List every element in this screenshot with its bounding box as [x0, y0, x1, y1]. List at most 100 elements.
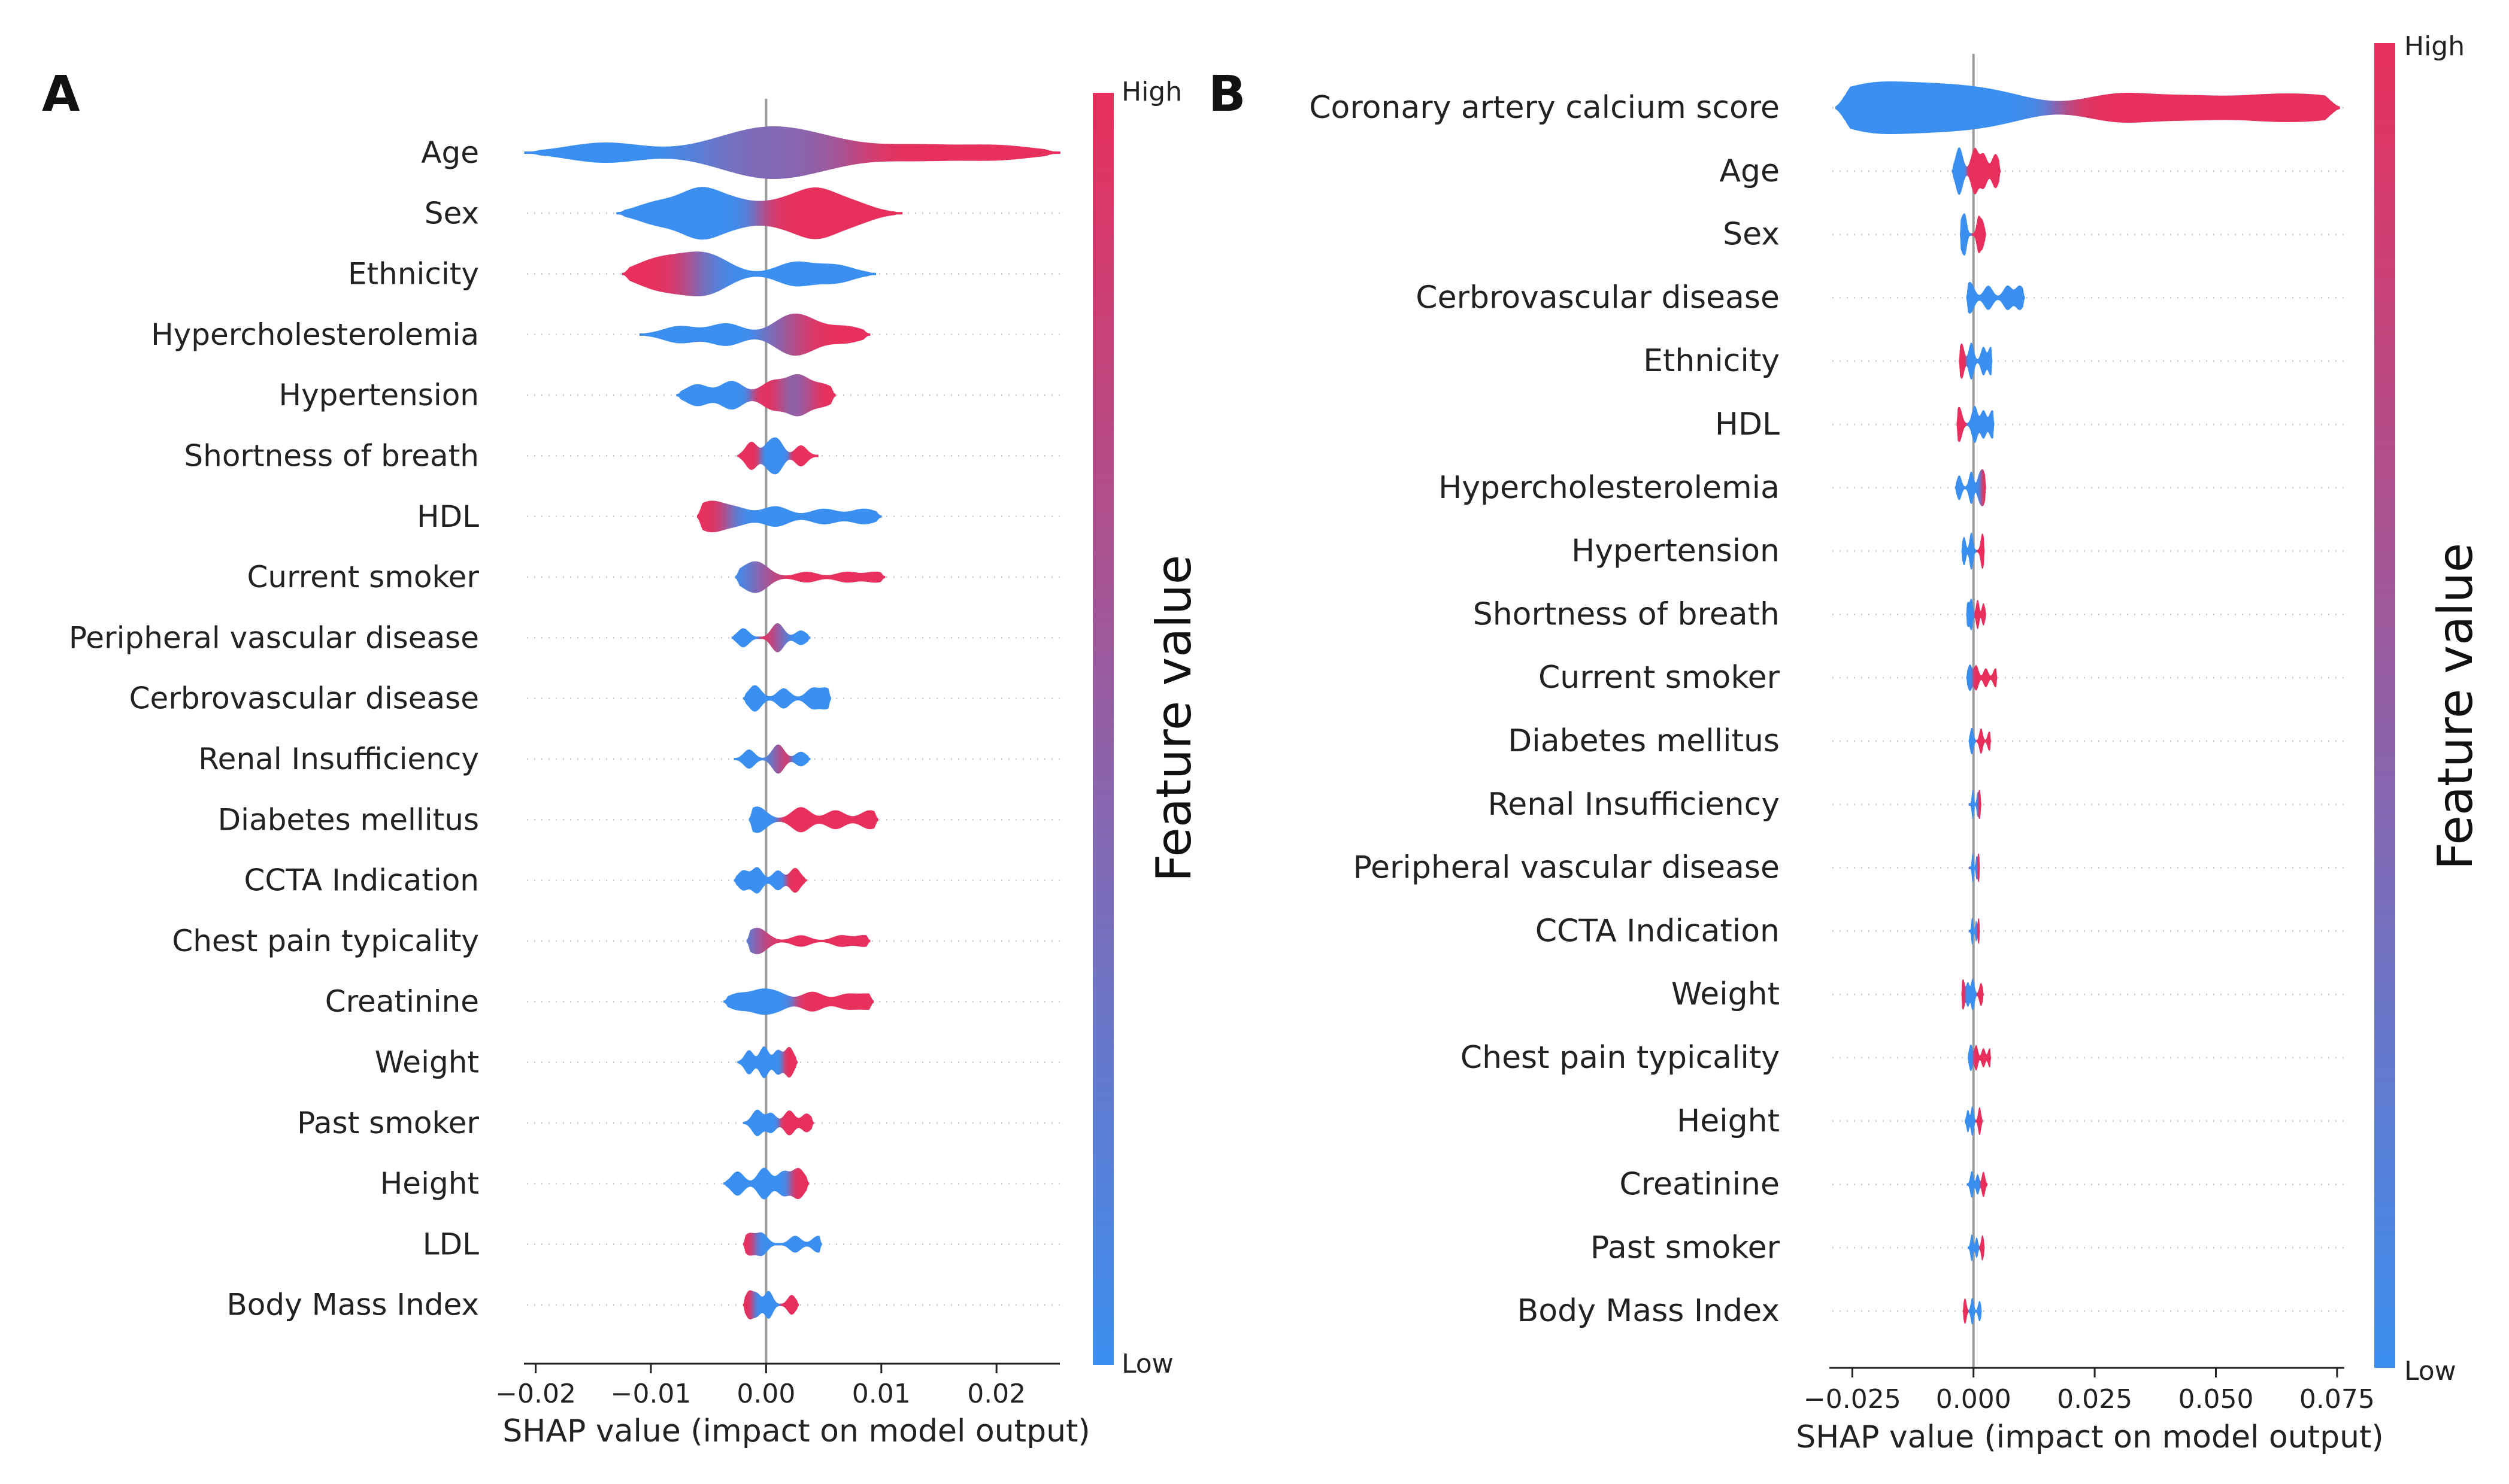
panel-a: A AgeSexEthnicityHypercholesterolemiaHyp… [42, 66, 1202, 1449]
violin-slice [1940, 83, 1944, 132]
violin-slice [838, 325, 841, 344]
violin-slice [677, 326, 680, 344]
violin-slice [708, 326, 711, 344]
violin-slice [698, 187, 701, 240]
violin-slice [777, 126, 781, 179]
violin-slice [863, 329, 866, 340]
violin-slice [853, 268, 856, 280]
panel-a-x-axis: −0.02 −0.01 0.00 0.01 0.02 [495, 1362, 1060, 1409]
violin-slice [868, 142, 873, 163]
violin-slice [723, 134, 728, 171]
violin-slice [790, 262, 793, 286]
violin-slice [637, 205, 640, 221]
violin-slice [703, 327, 706, 342]
violin-slice [796, 1061, 798, 1064]
violin-slice [2235, 95, 2240, 120]
violin-slice [2037, 99, 2041, 117]
violin-slice [742, 129, 747, 176]
violin-slice [669, 196, 672, 230]
violin-slice [964, 144, 969, 161]
x-tick-label: 0.02 [967, 1379, 1026, 1409]
violin-slice [799, 314, 801, 356]
violin-slice [2271, 93, 2275, 122]
violin-slice [682, 326, 684, 344]
violin-slice [2080, 98, 2084, 117]
violin-slice [828, 324, 831, 345]
violin-slice [773, 199, 776, 228]
violin-slice [2220, 95, 2225, 120]
violin-slice [646, 260, 649, 289]
panel-a-violins [524, 126, 1060, 1319]
violin-slice [793, 192, 797, 235]
violin-slice [532, 151, 537, 154]
violin-slice [796, 128, 801, 177]
feature-label: HDL [417, 499, 479, 534]
violin-slice [686, 190, 689, 236]
violin-slice [990, 144, 996, 161]
violin-slice [817, 454, 819, 457]
violin-slice [528, 151, 532, 154]
violin-slice [524, 151, 529, 154]
violin-slice [687, 326, 690, 343]
violin-slice [720, 257, 722, 291]
violin-slice [663, 198, 666, 229]
violin-slice [812, 318, 814, 351]
violin-slice [689, 326, 691, 343]
violin-slice [738, 266, 741, 281]
violin-slice [803, 262, 806, 287]
violin-slice [799, 261, 802, 287]
violin-slice [807, 130, 812, 175]
violin-slice [2317, 95, 2322, 121]
violin-slice [727, 133, 732, 172]
violin-slice [834, 324, 836, 345]
violin-slice [693, 187, 697, 239]
violin-slice [647, 202, 650, 224]
violin-slice [713, 324, 716, 345]
violin-slice [716, 256, 719, 292]
violin-slice [2145, 93, 2149, 123]
violin-slice [880, 143, 884, 162]
violin-slice [2260, 94, 2265, 122]
violin-slice [2199, 95, 2204, 121]
violin-slice [2090, 96, 2095, 120]
violin-slice [731, 195, 734, 232]
violin-slice [2004, 92, 2009, 124]
violin-slice [771, 199, 774, 227]
violin-slice [659, 199, 662, 227]
violin-slice [1889, 81, 1894, 134]
violin-slice [2310, 94, 2315, 122]
violin-slice [748, 329, 750, 341]
violin-slice [1900, 81, 1905, 134]
feature-label: Diabetes mellitus [218, 802, 479, 837]
violin-slice [796, 261, 798, 287]
violin-slice [667, 254, 670, 293]
feature-label: Cerbrovascular disease [129, 681, 479, 716]
violin-slice [1979, 87, 1984, 129]
violin-slice [596, 142, 601, 163]
violin-slice [945, 144, 950, 161]
violin-slice [740, 267, 743, 281]
panel-a-colorbar-high-label: High [1122, 77, 1182, 107]
violin-slice [665, 198, 668, 229]
violin-slice [620, 142, 625, 163]
violin-slice [798, 261, 800, 287]
violin-slice [2131, 92, 2135, 123]
violin-slice [685, 252, 688, 296]
violin-slice [649, 202, 652, 225]
violin-slice [804, 189, 807, 238]
violin-slice [651, 332, 653, 338]
violin-slice [2152, 93, 2157, 122]
violin-slice [675, 326, 678, 344]
violin-slice [667, 197, 670, 229]
feature-label: Chest pain typicality [172, 924, 479, 958]
violin-slice [1893, 81, 1898, 134]
violin-slice [558, 147, 563, 159]
panel-a-colorbar-low-label: Low [1122, 1349, 1174, 1379]
violin-slice [672, 326, 675, 343]
violin-slice [1846, 87, 1850, 129]
violin-slice [838, 194, 841, 233]
violin-slice [729, 262, 732, 286]
violin-slice [1922, 82, 1926, 133]
violin-slice [551, 148, 556, 157]
violin-slice [574, 144, 578, 161]
